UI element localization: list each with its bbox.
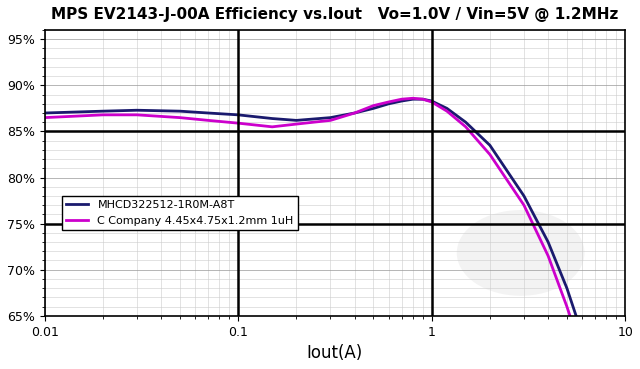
C Company 4.45x4.75x1.2mm 1uH	[326, 118, 334, 123]
MHCD322512-1R0M-A8T	[268, 116, 276, 121]
MHCD322512-1R0M-A8T	[234, 113, 242, 117]
MHCD322512-1R0M-A8T	[462, 120, 470, 124]
C Company 4.45x4.75x1.2mm 1uH	[133, 113, 141, 117]
MHCD322512-1R0M-A8T	[443, 106, 451, 111]
C Company 4.45x4.75x1.2mm 1uH	[409, 96, 417, 100]
X-axis label: Iout(A): Iout(A)	[307, 344, 363, 362]
C Company 4.45x4.75x1.2mm 1uH	[268, 125, 276, 129]
Ellipse shape	[457, 210, 584, 296]
MHCD322512-1R0M-A8T	[544, 240, 552, 244]
MHCD322512-1R0M-A8T	[428, 99, 435, 103]
MHCD322512-1R0M-A8T	[486, 143, 493, 148]
MHCD322512-1R0M-A8T	[579, 332, 586, 337]
C Company 4.45x4.75x1.2mm 1uH	[520, 203, 528, 207]
MHCD322512-1R0M-A8T	[326, 115, 334, 120]
MHCD322512-1R0M-A8T	[292, 118, 300, 123]
C Company 4.45x4.75x1.2mm 1uH	[428, 100, 435, 104]
Title: MPS EV2143-J-00A Efficiency vs.Iout   Vo=1.0V / Vin=5V @ 1.2MHz: MPS EV2143-J-00A Efficiency vs.Iout Vo=1…	[51, 7, 619, 22]
C Company 4.45x4.75x1.2mm 1uH	[486, 152, 493, 157]
MHCD322512-1R0M-A8T	[563, 286, 571, 290]
C Company 4.45x4.75x1.2mm 1uH	[398, 97, 406, 101]
MHCD322512-1R0M-A8T	[176, 109, 184, 113]
C Company 4.45x4.75x1.2mm 1uH	[419, 97, 427, 101]
MHCD322512-1R0M-A8T	[398, 99, 406, 103]
Legend: MHCD322512-1R0M-A8T, C Company 4.45x4.75x1.2mm 1uH: MHCD322512-1R0M-A8T, C Company 4.45x4.75…	[62, 196, 298, 230]
MHCD322512-1R0M-A8T	[99, 109, 107, 113]
Line: C Company 4.45x4.75x1.2mm 1uH: C Company 4.45x4.75x1.2mm 1uH	[45, 98, 625, 369]
C Company 4.45x4.75x1.2mm 1uH	[462, 125, 470, 129]
C Company 4.45x4.75x1.2mm 1uH	[544, 254, 552, 258]
C Company 4.45x4.75x1.2mm 1uH	[234, 121, 242, 125]
MHCD322512-1R0M-A8T	[351, 111, 358, 115]
MHCD322512-1R0M-A8T	[409, 97, 417, 101]
MHCD322512-1R0M-A8T	[520, 194, 528, 198]
C Company 4.45x4.75x1.2mm 1uH	[176, 115, 184, 120]
MHCD322512-1R0M-A8T	[385, 101, 392, 106]
C Company 4.45x4.75x1.2mm 1uH	[41, 115, 49, 120]
C Company 4.45x4.75x1.2mm 1uH	[204, 118, 212, 123]
C Company 4.45x4.75x1.2mm 1uH	[563, 304, 571, 309]
C Company 4.45x4.75x1.2mm 1uH	[443, 109, 451, 113]
MHCD322512-1R0M-A8T	[369, 106, 377, 111]
C Company 4.45x4.75x1.2mm 1uH	[99, 113, 107, 117]
MHCD322512-1R0M-A8T	[41, 111, 49, 115]
C Company 4.45x4.75x1.2mm 1uH	[385, 100, 392, 104]
C Company 4.45x4.75x1.2mm 1uH	[579, 351, 586, 355]
C Company 4.45x4.75x1.2mm 1uH	[292, 122, 300, 126]
C Company 4.45x4.75x1.2mm 1uH	[369, 103, 377, 108]
MHCD322512-1R0M-A8T	[419, 97, 427, 101]
MHCD322512-1R0M-A8T	[133, 108, 141, 113]
Line: MHCD322512-1R0M-A8T: MHCD322512-1R0M-A8T	[45, 99, 625, 369]
C Company 4.45x4.75x1.2mm 1uH	[351, 111, 358, 115]
MHCD322512-1R0M-A8T	[204, 111, 212, 115]
